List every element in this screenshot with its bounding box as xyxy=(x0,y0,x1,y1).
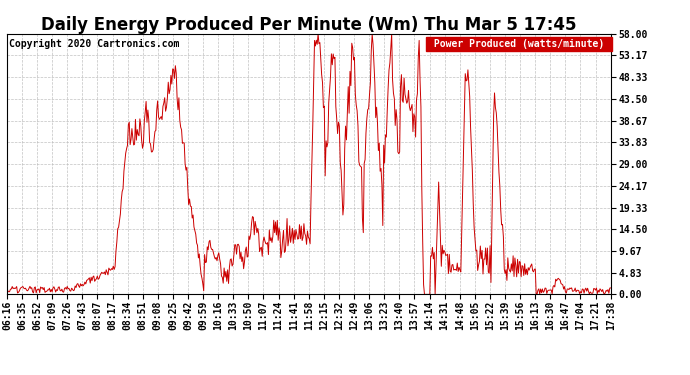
Text: Power Produced (watts/minute): Power Produced (watts/minute) xyxy=(428,39,610,49)
Title: Daily Energy Produced Per Minute (Wm) Thu Mar 5 17:45: Daily Energy Produced Per Minute (Wm) Th… xyxy=(41,16,577,34)
Text: Copyright 2020 Cartronics.com: Copyright 2020 Cartronics.com xyxy=(9,39,179,49)
